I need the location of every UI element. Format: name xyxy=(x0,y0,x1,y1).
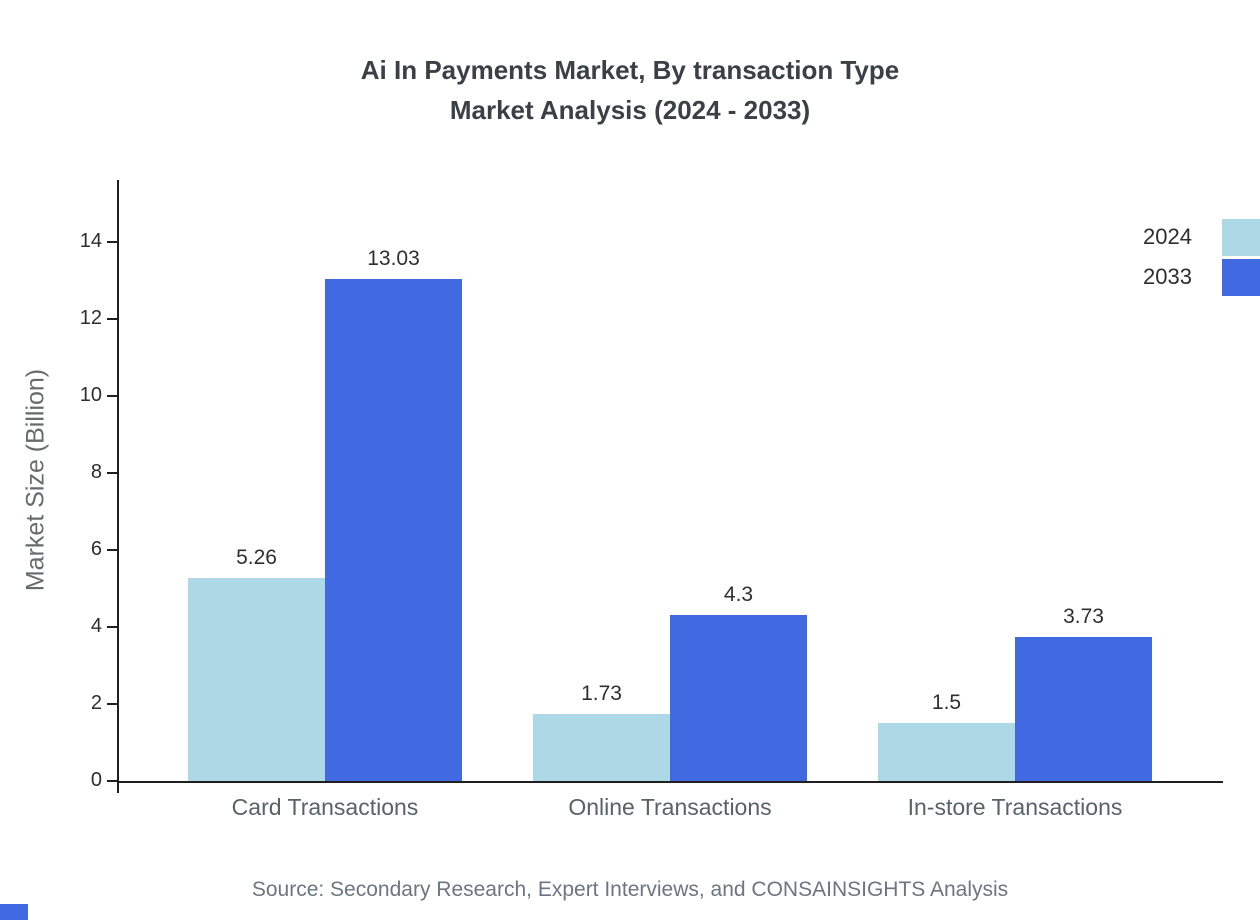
y-tick-mark xyxy=(107,625,117,628)
y-tick-label: 14 xyxy=(79,229,102,252)
category-label: Online Transactions xyxy=(568,794,772,820)
bar-2024-online-transactions xyxy=(533,714,670,781)
category-label: In-store Transactions xyxy=(907,794,1123,820)
legend-label: 2033 xyxy=(1143,264,1192,289)
legend-item-2033: 2033 xyxy=(1143,258,1260,296)
legend-swatch xyxy=(1222,258,1260,296)
category-label: Card Transactions xyxy=(231,794,419,820)
bar-value-label: 3.73 xyxy=(1063,605,1104,629)
y-tick-label: 10 xyxy=(79,383,102,406)
chart-title: Ai In Payments Market, By transaction Ty… xyxy=(360,55,900,125)
legend-label: 2024 xyxy=(1143,224,1192,249)
y-tick-mark xyxy=(107,780,117,782)
x-axis-line xyxy=(117,781,1223,783)
legend: 2024 2033 xyxy=(1143,218,1260,296)
bar-value-label: 1.5 xyxy=(931,691,962,715)
y-tick-label: 6 xyxy=(90,537,102,560)
source-text: Source: Secondary Research, Expert Inter… xyxy=(251,878,1009,901)
legend-swatch xyxy=(1222,218,1260,256)
y-tick-mark xyxy=(107,394,117,397)
bar-value-label: 1.73 xyxy=(581,682,622,706)
y-axis-label: Market Size (Billion) xyxy=(21,368,50,592)
y-tick-mark xyxy=(107,317,117,320)
y-tick-label: 12 xyxy=(79,306,102,329)
y-tick-label: 8 xyxy=(90,460,102,483)
bar-2033-online-transactions xyxy=(670,615,807,781)
bar-2033-card-transactions xyxy=(325,279,462,781)
y-tick-mark xyxy=(107,548,117,551)
bar-2024-in-store-transactions xyxy=(878,723,1015,781)
y-tick-mark xyxy=(107,240,117,243)
bar-2024-card-transactions xyxy=(188,578,325,781)
bar-value-label: 5.26 xyxy=(236,546,277,570)
y-tick-label: 0 xyxy=(90,769,102,791)
y-tick-label: 2 xyxy=(90,691,102,714)
y-axis-line xyxy=(117,180,119,783)
y-tick-mark xyxy=(107,471,117,474)
y-tick-mark xyxy=(107,702,117,705)
bar-2033-in-store-transactions xyxy=(1015,637,1152,781)
bar-value-label: 4.3 xyxy=(723,583,754,607)
bar-value-label: 13.03 xyxy=(367,247,420,270)
legend-item-2024: 2024 xyxy=(1143,218,1260,256)
y-tick-label: 4 xyxy=(90,614,102,637)
x-axis-origin-tick xyxy=(117,781,119,793)
corner-watermark xyxy=(0,904,28,920)
